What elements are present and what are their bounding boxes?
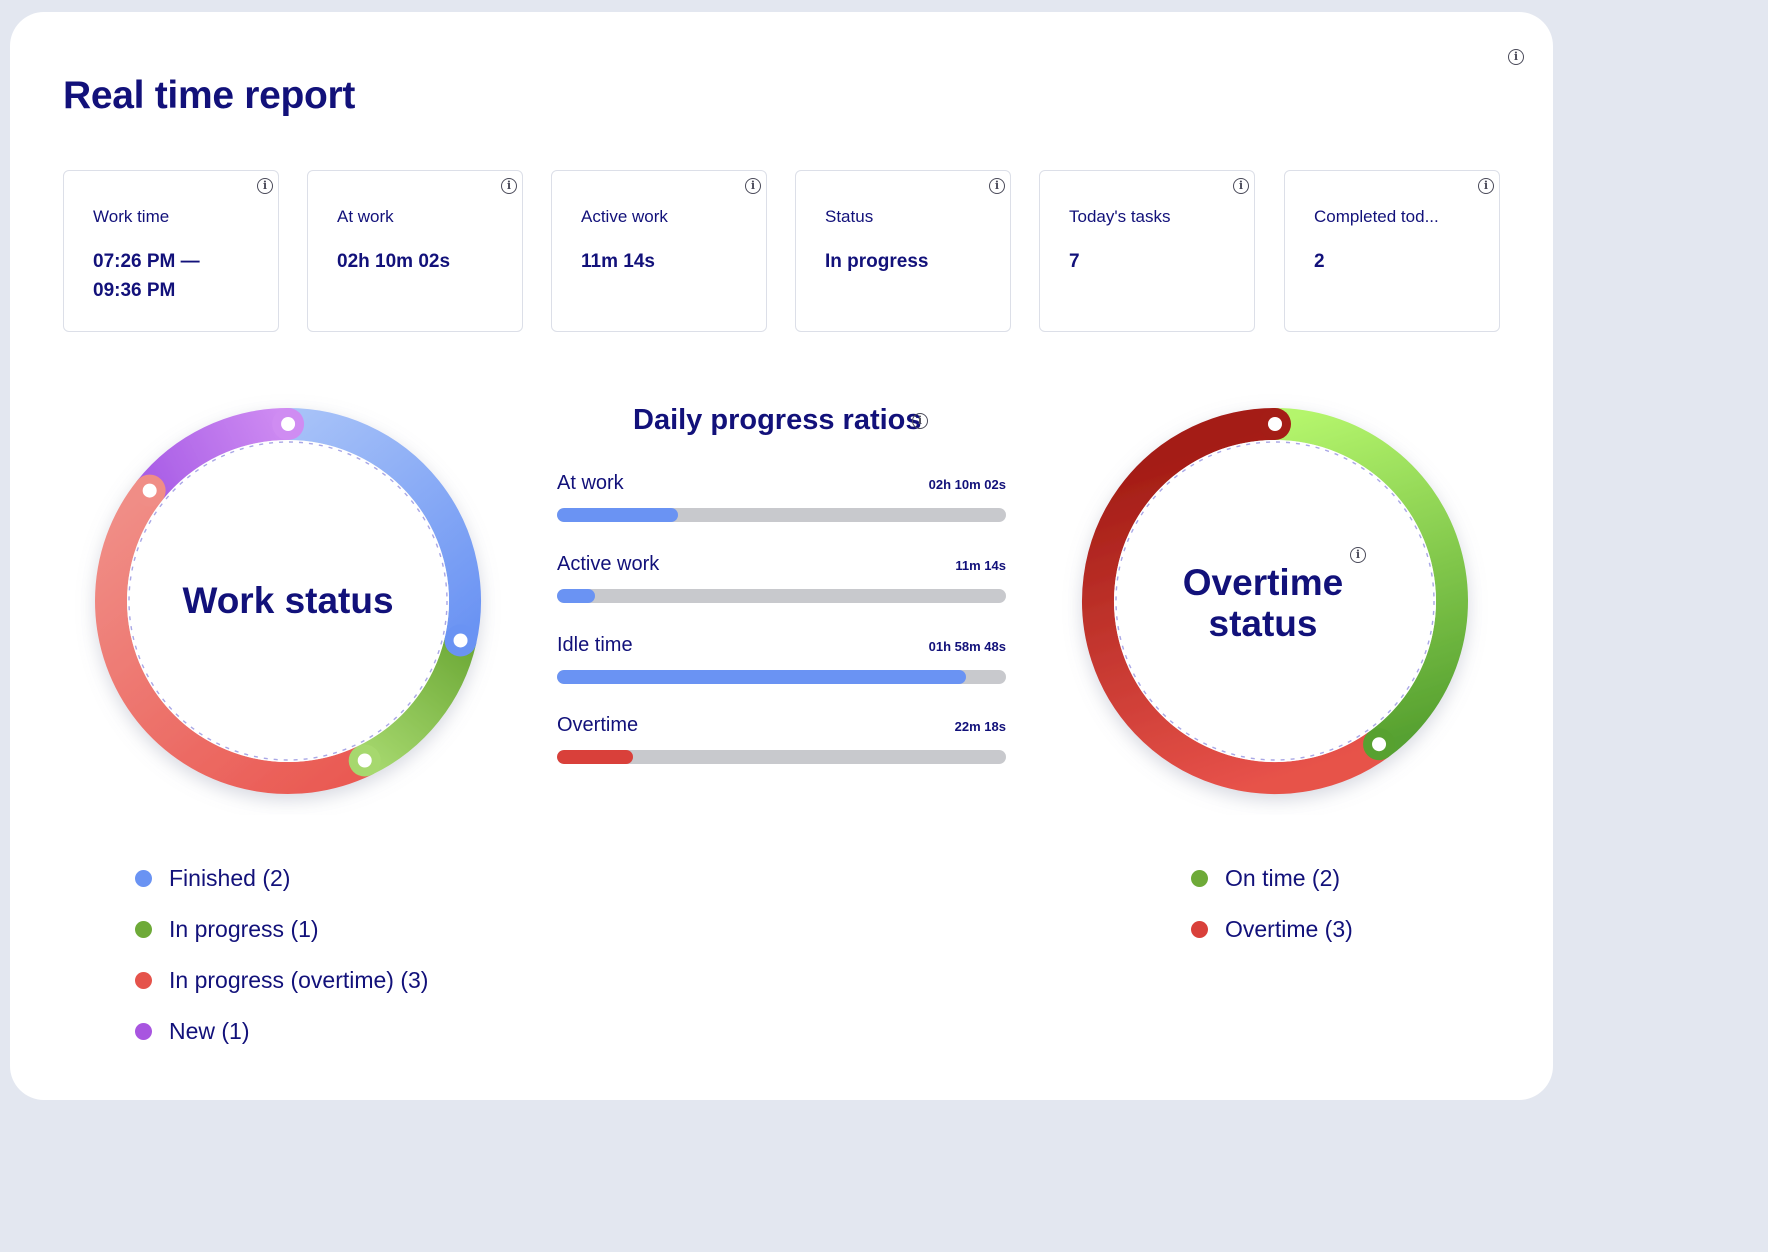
- legend-dot: [135, 870, 152, 887]
- progress-fill: [557, 750, 634, 764]
- progress-fill: [557, 508, 679, 522]
- info-icon[interactable]: i: [912, 413, 928, 429]
- progress-fill: [557, 589, 596, 603]
- card-value: 11m 14s: [581, 251, 655, 272]
- progress-track: [557, 508, 1006, 522]
- info-icon[interactable]: i: [745, 178, 761, 194]
- card-work-time: i Work time 07:26 PM — 09:36 PM: [63, 170, 279, 332]
- page-title: Real time report: [63, 74, 356, 117]
- progress-value: 02h 10m 02s: [928, 477, 1006, 492]
- progress-value: 22m 18s: [954, 719, 1006, 734]
- info-icon[interactable]: i: [1350, 547, 1366, 563]
- segment-handle: [453, 633, 468, 648]
- progress-track: [557, 750, 1006, 764]
- daily-progress-title: Daily progress ratios: [633, 404, 922, 436]
- card-label: Completed tod...: [1314, 207, 1439, 226]
- progress-label: At work: [557, 472, 624, 494]
- info-icon[interactable]: i: [1508, 49, 1524, 65]
- segment-handle: [357, 753, 372, 768]
- card-completed-today: i Completed tod... 2: [1284, 170, 1500, 332]
- donut-segment-new: [137, 407, 289, 501]
- card-todays-tasks: i Today's tasks 7: [1039, 170, 1255, 332]
- legend-label: Overtime (3): [1225, 916, 1353, 942]
- card-value: 2: [1314, 251, 1325, 272]
- card-status: i Status In progress: [795, 170, 1011, 332]
- legend-label: New (1): [169, 1018, 250, 1044]
- progress-value: 11m 14s: [955, 558, 1006, 573]
- legend-dot: [1191, 870, 1208, 887]
- legend-label: In progress (1): [169, 916, 319, 942]
- progress-label: Overtime: [557, 714, 639, 736]
- progress-track: [557, 589, 1006, 603]
- report-panel: i Real time report i Work time 07:26 PM …: [10, 12, 1553, 1100]
- segment-handle: [1372, 737, 1387, 752]
- progress-value: 01h 58m 48s: [928, 639, 1006, 654]
- donut-inner: [1114, 440, 1436, 762]
- info-icon[interactable]: i: [989, 178, 1005, 194]
- overtime-title-line: status: [1208, 603, 1318, 644]
- donut-segment-finished: [287, 408, 481, 645]
- progress-label: Active work: [557, 553, 660, 575]
- donut-guide: [1115, 441, 1435, 761]
- progress-track: [557, 670, 1006, 684]
- card-label: Active work: [581, 207, 668, 226]
- card-value: 7: [1069, 251, 1080, 272]
- segment-handle: [1268, 417, 1282, 431]
- donut-inner: [127, 440, 449, 762]
- card-label: Work time: [93, 207, 170, 226]
- work-status-donut: [95, 407, 481, 794]
- card-value: In progress: [825, 251, 929, 272]
- progress-fill: [557, 670, 966, 684]
- legend-label: On time (2): [1225, 865, 1341, 891]
- legend-dot: [135, 972, 152, 989]
- donut-segment-on-time: [1274, 408, 1468, 758]
- work-status-title: Work status: [182, 580, 394, 621]
- segment-handle: [281, 417, 296, 432]
- overtime-title-line: Overtime: [1182, 562, 1344, 603]
- info-icon[interactable]: i: [1233, 178, 1249, 194]
- overtime-status-donut: [1082, 408, 1468, 794]
- donut-segment-overtime: [1082, 408, 1389, 794]
- card-value: 07:26 PM — 09:36 PM: [93, 247, 263, 305]
- card-value: 02h 10m 02s: [337, 251, 451, 272]
- legend-label: In progress (overtime) (3): [169, 967, 429, 993]
- card-active-work: i Active work 11m 14s: [551, 170, 767, 332]
- card-at-work: i At work 02h 10m 02s: [307, 170, 523, 332]
- legend-label: Finished (2): [169, 865, 291, 891]
- info-icon[interactable]: i: [1478, 178, 1494, 194]
- overtime-status-title: Overtime status: [1113, 562, 1413, 644]
- donut-guide: [128, 441, 448, 761]
- card-label: Status: [825, 207, 874, 226]
- card-label: Today's tasks: [1069, 207, 1171, 226]
- card-label: At work: [337, 207, 394, 226]
- legend-dot: [135, 1023, 152, 1040]
- legend-dot: [135, 921, 152, 938]
- legend-dot: [1191, 921, 1208, 938]
- segment-handle: [142, 483, 157, 498]
- progress-label: Idle time: [557, 634, 633, 656]
- info-icon[interactable]: i: [501, 178, 517, 194]
- donut-segment-in-progress-overtime-: [95, 480, 372, 794]
- card-value-line: 07:26 PM —: [93, 251, 200, 272]
- donut-segment-in-progress: [357, 636, 477, 775]
- card-value-line: 09:36 PM: [93, 280, 176, 301]
- info-icon[interactable]: i: [257, 178, 273, 194]
